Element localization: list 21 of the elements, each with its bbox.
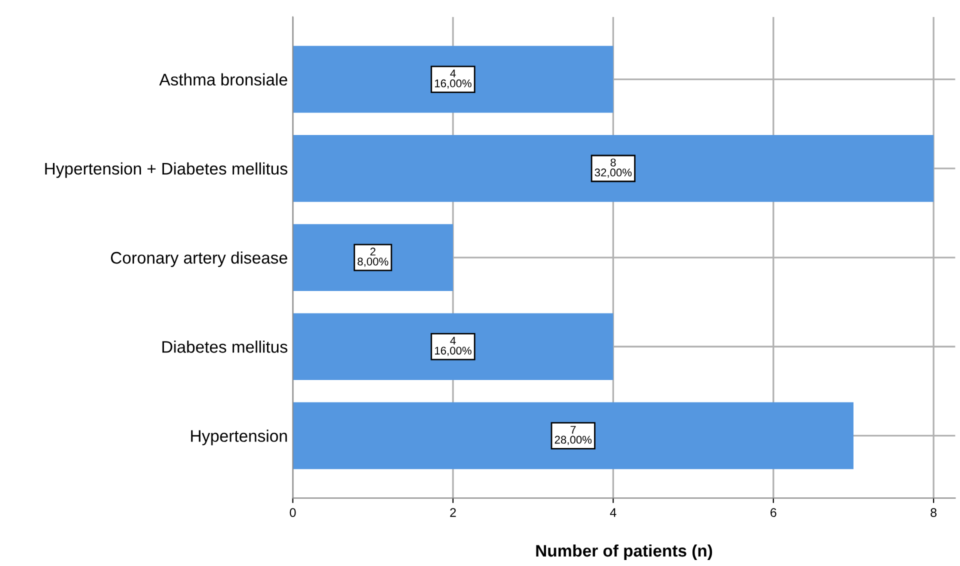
bar [292, 135, 934, 202]
data-label: 4 16,00% [435, 70, 472, 89]
y-tick-label: Coronary artery disease [110, 251, 288, 268]
bar [292, 402, 854, 470]
x-tick-label: 6 [770, 508, 776, 517]
data-label: 4 16,00% [435, 336, 472, 356]
x-tick-label: 0 [290, 508, 296, 517]
y-tick-label: Hypertension [191, 430, 287, 446]
x-axis-title: Number of patients (n) [536, 544, 712, 560]
data-label: 8 32,00% [594, 158, 632, 178]
bar [292, 46, 614, 113]
y-tick-label: Hypertension + Diabetes mellitus [45, 162, 288, 178]
x-tick-label: 4 [610, 508, 616, 517]
data-label: 2 8,00% [358, 248, 388, 267]
x-tick-label: 2 [450, 508, 456, 517]
y-tick-label: Diabetes mellitus [162, 340, 288, 353]
bar [292, 224, 453, 291]
bar [292, 313, 614, 380]
y-tick-label: Asthma bronsiale [159, 73, 288, 86]
data-label: 7 28,00% [554, 426, 592, 445]
x-tick-label: 8 [930, 508, 937, 517]
